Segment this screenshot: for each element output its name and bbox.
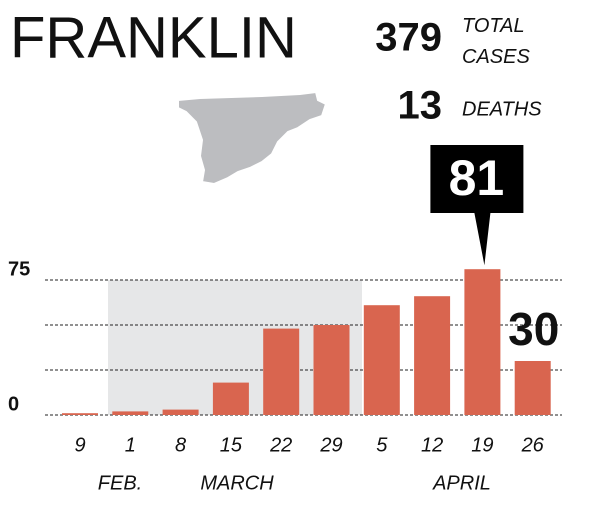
last-label: 30 (508, 303, 559, 355)
bar (414, 296, 451, 415)
bar (162, 409, 199, 415)
x-tick-label: 8 (175, 434, 186, 456)
bar (263, 328, 300, 415)
x-tick-label: 12 (421, 434, 443, 456)
x-tick-label: 5 (376, 434, 388, 456)
bar (363, 305, 400, 415)
total-cases: 379 (375, 16, 442, 60)
chart-title: FRANKLIN (10, 5, 297, 70)
callout-box (430, 145, 524, 266)
bar (62, 413, 98, 415)
x-tick-label: 19 (471, 434, 493, 456)
x-tick-label: 1 (125, 434, 136, 456)
bar (313, 325, 350, 415)
y-tick-label: 0 (8, 393, 19, 415)
month-label: APRIL (432, 472, 491, 494)
bar (112, 411, 149, 415)
bar (212, 382, 249, 415)
total-cases-label: TOTAL CASES (462, 15, 530, 68)
month-label: MARCH (200, 472, 274, 494)
x-tick-label: 29 (319, 434, 342, 456)
x-tick-label: 15 (220, 434, 243, 456)
bar (514, 361, 551, 415)
x-tick-label: 26 (521, 434, 545, 456)
y-tick-label: 75 (8, 258, 30, 280)
month-label: FEB. (98, 472, 142, 494)
deaths-label: DEATHS (462, 98, 542, 120)
x-tick-label: 22 (269, 434, 292, 456)
deaths: 13 (398, 84, 443, 128)
peak-label: 81 (449, 150, 505, 206)
x-tick-label: 9 (74, 434, 85, 456)
county-map (177, 90, 328, 186)
bar (464, 269, 501, 415)
